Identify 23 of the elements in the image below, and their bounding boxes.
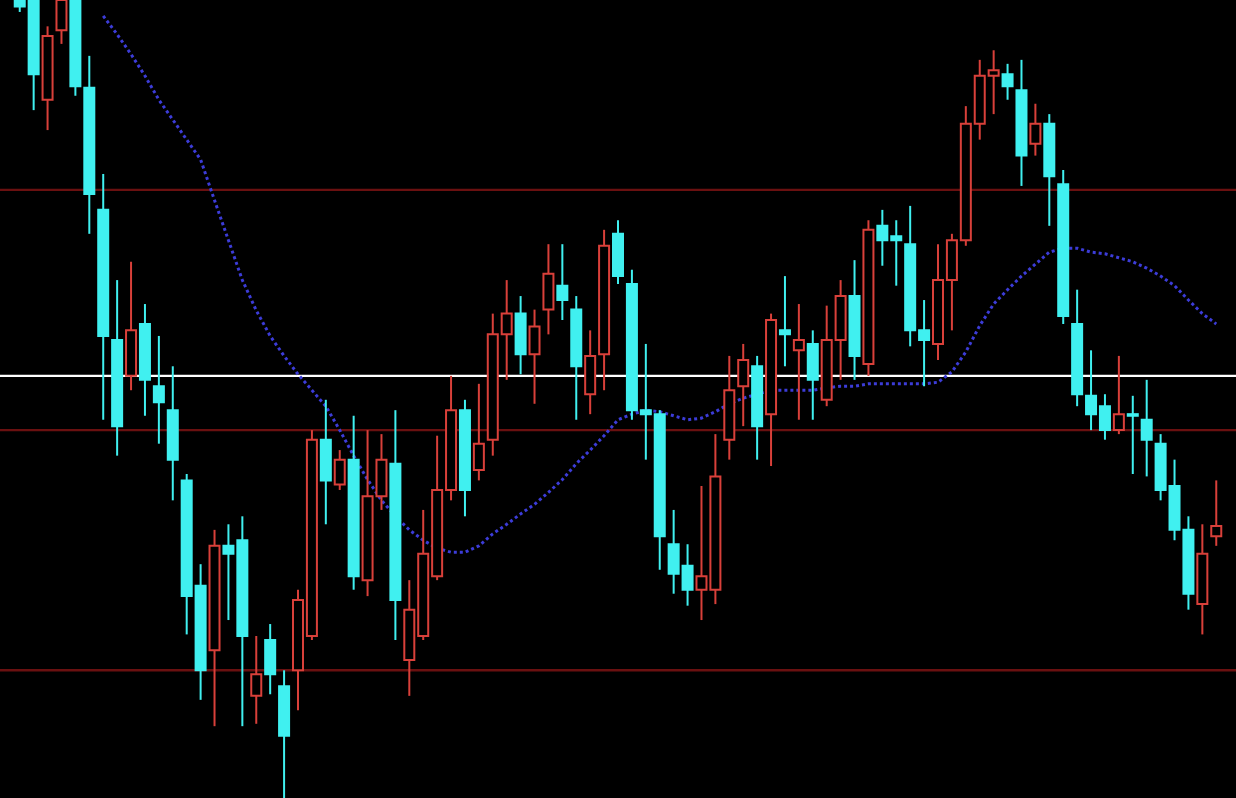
candlestick <box>333 449 346 491</box>
candlestick <box>556 243 569 321</box>
candlestick <box>264 623 277 696</box>
candlestick <box>737 342 750 428</box>
candlestick <box>125 260 138 392</box>
candlestick <box>542 243 555 336</box>
candlestick <box>152 334 165 445</box>
candlestick <box>1001 62 1014 101</box>
candlestick <box>778 275 791 368</box>
candlestick <box>1126 394 1139 476</box>
candlestick <box>1029 102 1042 157</box>
candlestick <box>1210 479 1223 547</box>
candlestick <box>584 329 597 416</box>
candlestick <box>1140 378 1153 478</box>
candlestick <box>250 635 263 725</box>
candlestick <box>806 329 819 421</box>
candlestick <box>1112 354 1125 436</box>
candlestick <box>792 303 805 421</box>
candlestick <box>514 295 527 376</box>
candlestick <box>319 398 332 526</box>
candlestick <box>528 308 541 405</box>
candlestick <box>472 382 485 482</box>
candlestick <box>612 219 624 286</box>
